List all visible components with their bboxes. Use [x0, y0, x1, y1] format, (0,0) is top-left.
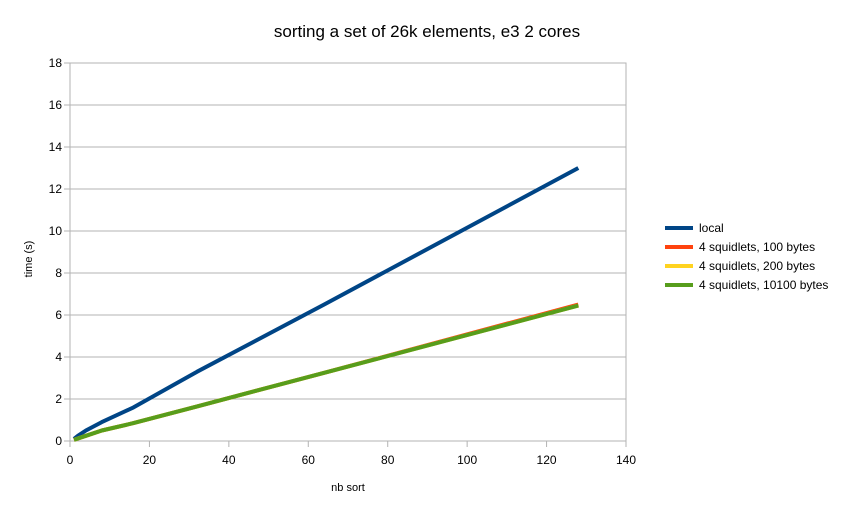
x-axis-ticks: 0 20 40 60 80 100 120 140 — [67, 441, 636, 467]
y-tick-label: 6 — [55, 308, 62, 322]
legend-label: 4 squidlets, 100 bytes — [699, 240, 815, 254]
plot-area-frame — [69, 62, 627, 442]
chart-title: sorting a set of 26k elements, e3 2 core… — [274, 22, 580, 41]
y-tick-label: 14 — [49, 140, 63, 154]
y-tick-label: 16 — [49, 98, 63, 112]
y-tick-label: 18 — [49, 56, 63, 70]
x-tick-label: 120 — [537, 453, 557, 467]
x-tick-label: 60 — [302, 453, 316, 467]
x-tick-label: 20 — [143, 453, 157, 467]
y-tick-label: 0 — [55, 434, 62, 448]
x-tick-label: 80 — [381, 453, 395, 467]
y-axis-label: time (s) — [23, 241, 35, 278]
y-tick-label: 10 — [49, 224, 63, 238]
legend-label: local — [699, 221, 724, 235]
series-line-1 — [72, 166, 580, 441]
legend-label: 4 squidlets, 10100 bytes — [699, 278, 828, 292]
x-tick-label: 100 — [457, 453, 477, 467]
gridlines — [70, 62, 626, 442]
y-tick-label: 12 — [49, 182, 63, 196]
x-axis-label: nb sort — [331, 482, 365, 494]
legend-label: 4 squidlets, 200 bytes — [699, 259, 815, 273]
y-tick-label: 2 — [55, 392, 62, 406]
x-tick-label: 140 — [616, 453, 636, 467]
x-tick-label: 0 — [67, 453, 74, 467]
series-line-4 — [73, 303, 579, 442]
y-tick-label: 8 — [55, 266, 62, 280]
y-axis-ticks: 0 2 4 6 8 10 12 14 16 18 — [49, 56, 70, 448]
x-tick-label: 40 — [222, 453, 236, 467]
series-lines — [72, 166, 580, 442]
legend: local 4 squidlets, 100 bytes 4 squidlets, … — [665, 221, 828, 292]
y-tick-label: 4 — [55, 350, 62, 364]
